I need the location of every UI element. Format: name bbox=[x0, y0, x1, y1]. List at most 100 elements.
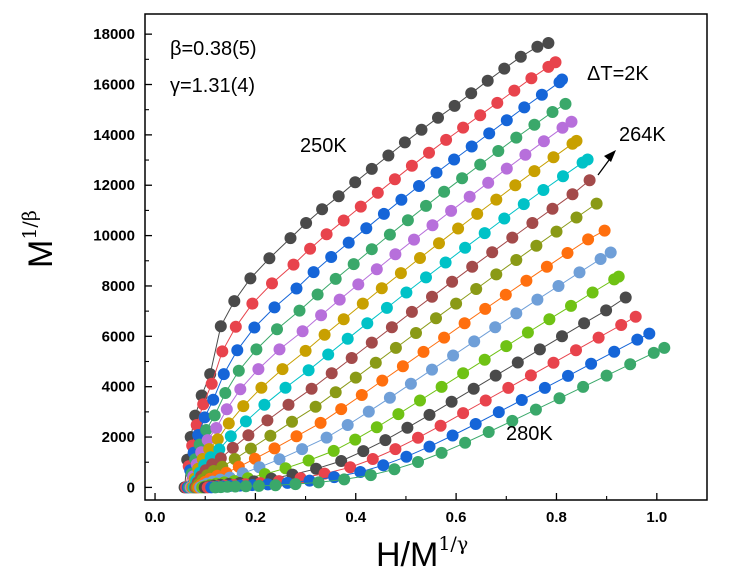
data-point bbox=[314, 416, 327, 429]
data-point bbox=[570, 211, 583, 224]
data-point bbox=[457, 367, 470, 380]
data-point bbox=[514, 50, 527, 63]
data-point bbox=[550, 225, 563, 238]
data-point bbox=[531, 293, 544, 306]
data-point bbox=[528, 165, 541, 178]
data-point bbox=[490, 268, 503, 281]
data-point bbox=[315, 309, 328, 322]
data-point bbox=[478, 227, 491, 240]
data-point bbox=[284, 232, 297, 245]
data-point bbox=[426, 219, 439, 232]
data-point bbox=[365, 336, 378, 349]
data-point bbox=[389, 443, 402, 456]
data-point bbox=[459, 241, 472, 254]
data-point bbox=[412, 431, 424, 444]
data-point bbox=[452, 222, 465, 235]
data-point bbox=[415, 123, 428, 136]
gamma-annotation: γ=1.31(4) bbox=[170, 75, 255, 97]
data-point bbox=[329, 386, 342, 399]
data-point bbox=[500, 340, 513, 353]
data-point bbox=[244, 442, 257, 455]
data-point bbox=[420, 271, 432, 284]
data-point bbox=[349, 433, 362, 446]
data-point bbox=[286, 415, 298, 428]
data-point bbox=[208, 409, 221, 422]
data-point bbox=[338, 473, 351, 486]
data-point bbox=[264, 429, 277, 442]
data-point bbox=[307, 266, 320, 279]
data-point bbox=[547, 356, 560, 369]
data-point bbox=[329, 272, 342, 285]
data-point bbox=[371, 186, 384, 199]
data-point bbox=[423, 146, 435, 159]
data-point bbox=[300, 217, 313, 229]
data-point bbox=[352, 278, 365, 291]
data-point bbox=[305, 382, 318, 395]
data-point bbox=[426, 363, 438, 376]
arrow-curve-label: 264K bbox=[619, 124, 666, 146]
data-point bbox=[526, 217, 539, 229]
data-point bbox=[413, 180, 425, 192]
data-point bbox=[619, 291, 632, 304]
data-point bbox=[482, 176, 495, 189]
data-point bbox=[450, 297, 463, 310]
data-point bbox=[266, 277, 278, 290]
data-point bbox=[362, 405, 375, 418]
data-point bbox=[219, 387, 232, 399]
data-point bbox=[400, 286, 413, 299]
data-point bbox=[389, 341, 402, 354]
y-tick-label: 8000 bbox=[102, 278, 135, 295]
data-point bbox=[553, 392, 566, 405]
data-point bbox=[388, 463, 401, 476]
bottom-curve-label: 280K bbox=[506, 423, 553, 445]
data-point bbox=[556, 73, 568, 86]
data-point bbox=[573, 266, 586, 279]
data-point bbox=[440, 133, 453, 146]
data-point bbox=[268, 442, 281, 455]
data-point bbox=[435, 446, 448, 459]
data-point bbox=[578, 317, 591, 330]
data-point bbox=[201, 434, 214, 447]
data-point bbox=[220, 403, 233, 416]
data-point bbox=[293, 304, 306, 317]
data-point bbox=[296, 443, 309, 456]
data-point bbox=[337, 313, 350, 326]
data-point bbox=[388, 173, 401, 186]
data-point bbox=[344, 461, 357, 474]
data-point bbox=[433, 237, 445, 250]
annotation-arrow bbox=[597, 150, 616, 176]
data-point bbox=[312, 476, 325, 489]
data-point bbox=[345, 352, 358, 364]
data-point bbox=[263, 252, 276, 265]
data-point bbox=[518, 101, 531, 114]
data-point bbox=[366, 453, 379, 465]
data-point bbox=[237, 400, 250, 413]
data-point bbox=[500, 162, 513, 175]
data-point bbox=[401, 421, 414, 434]
data-point bbox=[489, 369, 502, 382]
data-point bbox=[492, 145, 505, 157]
data-point bbox=[400, 450, 413, 463]
data-point bbox=[337, 214, 350, 227]
data-point bbox=[246, 297, 259, 310]
data-point bbox=[360, 222, 373, 235]
data-point bbox=[594, 253, 607, 265]
data-point bbox=[565, 299, 577, 312]
data-point bbox=[423, 408, 436, 421]
data-point bbox=[511, 356, 524, 369]
data-point bbox=[577, 380, 590, 393]
data-point bbox=[615, 319, 628, 331]
data-point bbox=[325, 251, 338, 263]
data-point bbox=[556, 330, 568, 343]
data-point bbox=[583, 174, 596, 187]
y-tick-label: 0 bbox=[127, 479, 135, 496]
data-point bbox=[417, 345, 430, 358]
data-point bbox=[250, 343, 263, 356]
data-point bbox=[483, 127, 496, 140]
data-point bbox=[302, 454, 315, 467]
plot-frame bbox=[144, 13, 708, 501]
data-point bbox=[490, 193, 503, 206]
data-point bbox=[414, 394, 426, 407]
data-point bbox=[474, 158, 487, 171]
data-point bbox=[538, 381, 551, 394]
